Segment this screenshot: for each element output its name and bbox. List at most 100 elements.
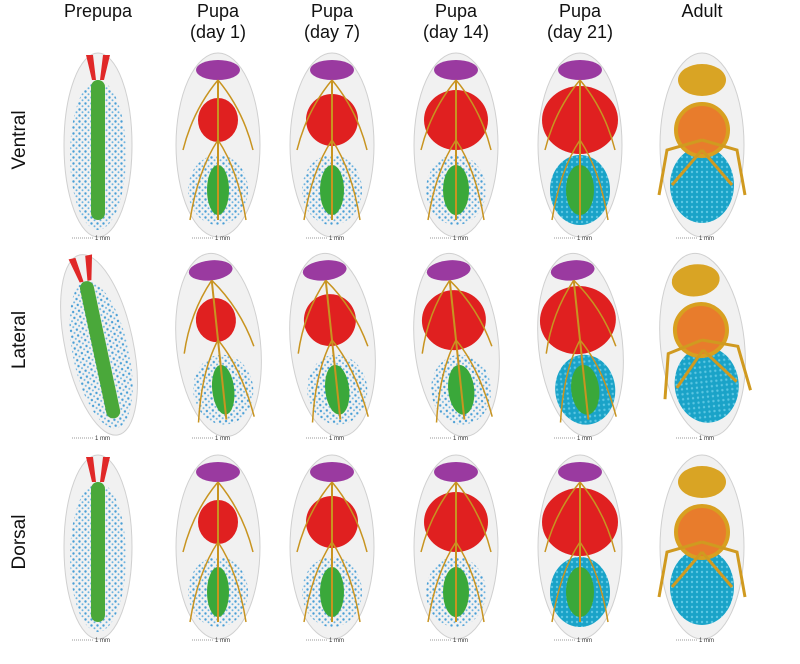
column-header: (day 7) [304, 22, 360, 42]
nerve [325, 279, 369, 417]
scale-label: 1 mm [329, 436, 344, 442]
head [678, 64, 726, 96]
abdomen [670, 147, 734, 223]
head [671, 264, 720, 297]
column-header: (day 14) [423, 22, 489, 42]
nerve-cord [210, 280, 228, 420]
brain [310, 60, 354, 80]
thorax [674, 504, 730, 560]
scale-label: 1 mm [95, 236, 110, 242]
column-header: Pupa [311, 1, 354, 21]
scale-label: 1 mm [95, 436, 110, 442]
nerve-cord [448, 280, 466, 420]
muscle [86, 55, 110, 80]
brain [558, 60, 602, 80]
nerve [455, 481, 492, 623]
scale-label: 1 mm [215, 236, 230, 242]
leg [701, 338, 752, 391]
specimen [537, 52, 623, 238]
column-header: Pupa [559, 1, 602, 21]
specimen [175, 52, 261, 238]
column-header: Prepupa [64, 1, 133, 21]
scale-label: 1 mm [577, 436, 592, 442]
scale-label: 1 mm [95, 638, 110, 644]
scale-label: 1 mm [577, 236, 592, 242]
nerve [297, 279, 333, 423]
nerve [296, 481, 333, 623]
leg [700, 138, 747, 196]
nerve [217, 481, 254, 623]
row-label: Lateral [9, 311, 30, 369]
gut [79, 281, 121, 419]
specimen [537, 454, 623, 640]
leg [657, 540, 704, 598]
specimen [175, 454, 261, 640]
specimen [659, 252, 752, 438]
nerve [296, 79, 333, 221]
gut [91, 80, 105, 220]
scale-label: 1 mm [215, 436, 230, 442]
nerve [573, 279, 617, 417]
abdomen [670, 549, 734, 625]
nerve [544, 79, 581, 221]
nerve [449, 279, 493, 417]
brain [558, 462, 602, 482]
specimen [63, 52, 133, 238]
specimen [657, 52, 747, 238]
nerve-cord [572, 280, 590, 420]
scale-label: 1 mm [699, 236, 714, 242]
scale-label: 1 mm [329, 638, 344, 644]
specimen [175, 252, 262, 438]
column-header: Pupa [435, 1, 478, 21]
nerve [420, 481, 457, 623]
specimen [289, 252, 376, 438]
scale-label: 1 mm [453, 236, 468, 242]
head [678, 466, 726, 498]
nerve [420, 79, 457, 221]
scale-label: 1 mm [577, 638, 592, 644]
nerve [182, 79, 219, 221]
column-header: (day 1) [190, 22, 246, 42]
specimen [289, 454, 375, 640]
brain [196, 60, 240, 80]
nerve [182, 481, 219, 623]
thorax [674, 102, 730, 158]
specimen [537, 252, 624, 438]
specimen [60, 254, 138, 436]
column-header: Pupa [197, 1, 240, 21]
scale-label: 1 mm [699, 638, 714, 644]
scale-label: 1 mm [215, 638, 230, 644]
specimen [413, 454, 499, 640]
specimen [657, 454, 747, 640]
nerve [579, 481, 616, 623]
scale-label: 1 mm [329, 236, 344, 242]
nerve [331, 79, 368, 221]
row-label: Dorsal [9, 515, 30, 570]
nerve [545, 279, 581, 423]
specimen [413, 52, 499, 238]
brain [550, 260, 595, 281]
specimen [413, 252, 500, 438]
nerve-cord [324, 280, 342, 420]
nerve [544, 481, 581, 623]
muscle [68, 254, 93, 283]
gut [91, 482, 105, 622]
nerve [579, 79, 616, 221]
nerve [421, 279, 457, 423]
brain [434, 60, 478, 80]
nerve [217, 79, 254, 221]
leg [663, 338, 705, 400]
nerve [211, 279, 255, 417]
leg [657, 138, 704, 196]
nerve [331, 481, 368, 623]
brain [434, 462, 478, 482]
brain [426, 260, 471, 281]
leg [700, 540, 747, 598]
specimen [289, 52, 375, 238]
scale-label: 1 mm [453, 638, 468, 644]
scale-label: 1 mm [699, 436, 714, 442]
nerve [455, 79, 492, 221]
brain [196, 462, 240, 482]
muscle [86, 457, 110, 482]
